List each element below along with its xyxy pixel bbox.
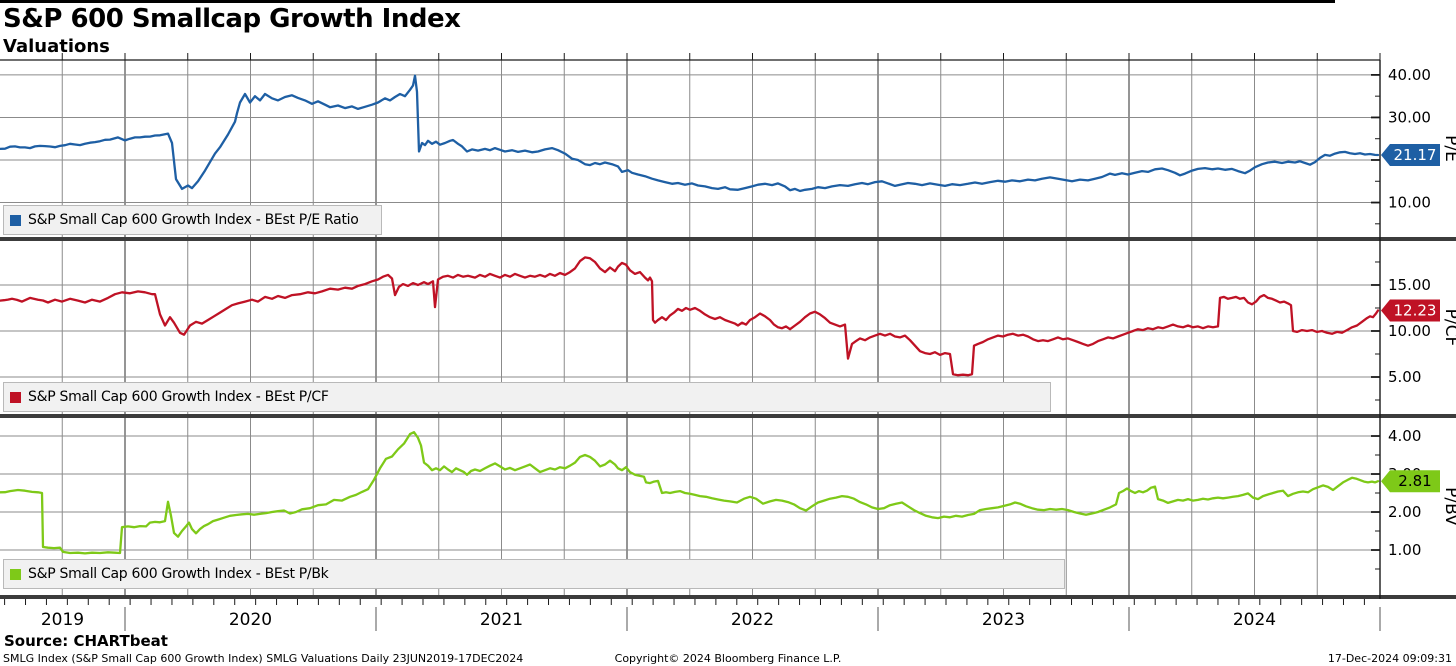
pe-last-value-tag: 21.17 <box>1381 144 1440 167</box>
pcf-tag-value: 12.23 <box>1394 301 1437 319</box>
year-label-2019: 2019 <box>41 610 84 630</box>
pe-tick-label: 40.00 <box>1388 66 1431 84</box>
pe-tag-shape <box>1381 144 1440 167</box>
footer-timestamp: 17-Dec-2024 09:09:31 <box>1327 652 1452 665</box>
pbv-legend-label: S&P Small Cap 600 Growth Index - BEst P/… <box>28 566 329 582</box>
pcf-legend-swatch-icon <box>10 391 21 403</box>
pe-tag-value: 21.17 <box>1394 146 1437 164</box>
pcf-legend-label: S&P Small Cap 600 Growth Index - BEst P/… <box>28 389 329 405</box>
year-label-2024: 2024 <box>1233 610 1276 630</box>
pe-axis-title: P/E <box>1441 135 1456 162</box>
pbv-panel: 4.003.002.001.00P/BV2.81 <box>0 418 1456 595</box>
pcf-axis-title: P/CF <box>1441 309 1456 347</box>
pbv-tick-label: 4.00 <box>1388 427 1421 445</box>
pbv-legend[interactable]: S&P Small Cap 600 Growth Index - BEst P/… <box>3 559 1065 589</box>
pe-tick-label: 10.00 <box>1388 194 1431 212</box>
pcf-tick-label: 10.00 <box>1388 322 1431 340</box>
pe-legend-label: S&P Small Cap 600 Growth Index - BEst P/… <box>28 212 359 228</box>
page-title: S&P 600 Smallcap Growth Index <box>3 4 461 34</box>
pe-series-line <box>0 74 1380 193</box>
footer-copyright: Copyright© 2024 Bloomberg Finance L.P. <box>614 652 842 665</box>
pbv-tag-shape <box>1381 470 1440 493</box>
pe-tick-label: 30.00 <box>1388 108 1431 126</box>
pcf-last-value-tag: 12.23 <box>1381 299 1440 322</box>
pbv-tick-label: 1.00 <box>1388 541 1421 559</box>
year-label-2022: 2022 <box>731 610 774 630</box>
pbv-tick-label: 2.00 <box>1388 503 1421 521</box>
pcf-tick-label: 5.00 <box>1388 368 1421 386</box>
pbv-tag-value: 2.81 <box>1398 472 1431 490</box>
pbv-series-line <box>0 431 1380 555</box>
footer-bar: SMLG Index (S&P Small Cap 600 Growth Ind… <box>0 651 1456 666</box>
page-subtitle: Valuations <box>3 36 110 57</box>
year-label-2021: 2021 <box>480 610 523 630</box>
source-label: Source: CHARTbeat <box>4 632 168 650</box>
top-rule <box>0 0 1335 3</box>
pbv-last-value-tag: 2.81 <box>1381 470 1440 493</box>
pbv-axis-title: P/BV <box>1441 487 1456 526</box>
footer-security-info: SMLG Index (S&P Small Cap 600 Growth Ind… <box>3 652 524 665</box>
year-label-2020: 2020 <box>229 610 272 630</box>
pcf-tag-shape <box>1381 299 1440 322</box>
pcf-tick-label: 15.00 <box>1388 276 1431 294</box>
pe-legend[interactable]: S&P Small Cap 600 Growth Index - BEst P/… <box>3 205 382 235</box>
panel-separator <box>0 414 1456 418</box>
pcf-series-line <box>0 256 1380 377</box>
panel-separator <box>0 237 1456 241</box>
pe-legend-swatch-icon <box>10 214 21 226</box>
plot-bottom-border <box>0 595 1456 599</box>
pbv-legend-swatch-icon <box>10 568 21 580</box>
pcf-panel: 15.00 10.00 5.00 P/CF 12.23 <box>0 241 1456 414</box>
year-label-2023: 2023 <box>982 610 1025 630</box>
pcf-legend[interactable]: S&P Small Cap 600 Growth Index - BEst P/… <box>3 382 1051 412</box>
